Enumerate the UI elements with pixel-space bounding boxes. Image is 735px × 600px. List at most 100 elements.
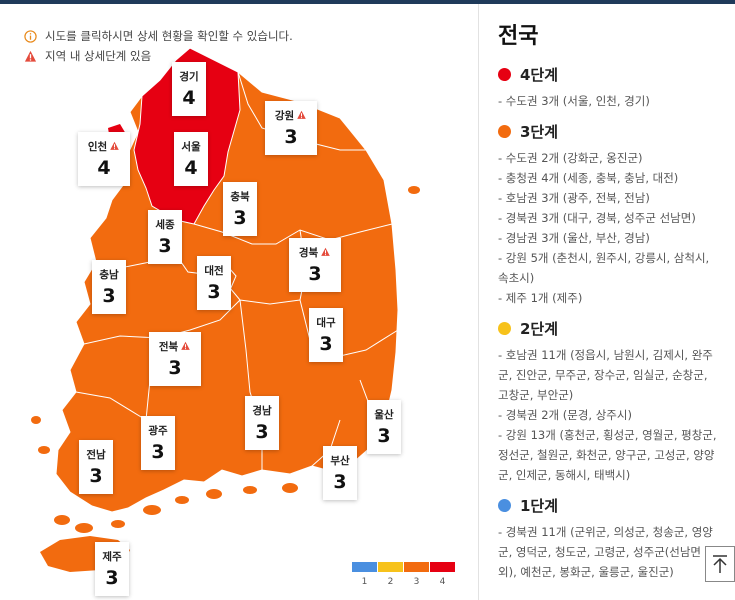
- level-3-dot: [498, 125, 511, 138]
- legend-label: 3: [413, 577, 420, 587]
- region-ulsan[interactable]: 울산 3: [367, 400, 401, 454]
- list-item: - 경남권 3개 (울산, 부산, 경남): [498, 231, 650, 245]
- region-name: 충남: [99, 269, 119, 281]
- region-jeonbuk[interactable]: 전북 3: [149, 332, 201, 386]
- legend-label: 2: [387, 577, 394, 587]
- region-level: 3: [158, 235, 172, 257]
- region-daejeon[interactable]: 대전 3: [197, 256, 231, 310]
- region-level: 3: [207, 281, 221, 303]
- region-gyeongbuk[interactable]: 경북 3: [289, 238, 341, 292]
- region-level: 3: [319, 333, 333, 355]
- summary-panel: 전국 4단계 - 수도권 3개 (서울, 인천, 경기) 3단계 - 수도권 2…: [498, 18, 718, 592]
- region-level: 4: [184, 157, 198, 179]
- region-chungnam[interactable]: 충남 3: [92, 260, 126, 314]
- region-level: 3: [151, 441, 165, 463]
- region-name: 부산: [330, 455, 350, 467]
- level-3-list: - 수도권 2개 (강화군, 옹진군) - 충청권 4개 (세종, 충북, 충남…: [498, 148, 718, 308]
- info-icon: [24, 29, 37, 43]
- top-bar: [0, 0, 735, 4]
- level-legend: 1 2 3 4: [352, 562, 456, 587]
- region-seoul[interactable]: 서울 4: [174, 132, 208, 186]
- region-name: 전북: [158, 341, 179, 353]
- region-gangwon[interactable]: 강원 3: [265, 101, 317, 155]
- list-item: - 제주 1개 (제주): [498, 291, 583, 305]
- region-name: 인천: [87, 141, 108, 153]
- warning-icon: [110, 141, 119, 150]
- region-level: 4: [97, 157, 111, 179]
- level-2-dot: [498, 322, 511, 335]
- panel-title: 전국: [498, 24, 539, 49]
- region-gyeonggi[interactable]: 경기 4: [172, 62, 206, 116]
- region-sejong[interactable]: 세종 3: [148, 210, 182, 264]
- region-level: 3: [308, 263, 322, 285]
- level-3-heading: 3단계: [498, 121, 718, 142]
- legend-swatch: [430, 562, 455, 572]
- map-area: 시도를 클릭하시면 상세 현황을 확인할 수 있습니다. 지역 내 상세단계 있…: [0, 4, 478, 600]
- region-name: 충북: [230, 191, 250, 203]
- legend-item: 3: [404, 562, 429, 587]
- level-4-heading: 4단계: [498, 64, 718, 85]
- click-hint: 시도를 클릭하시면 상세 현황을 확인할 수 있습니다.: [24, 28, 293, 44]
- region-name: 강원: [274, 110, 295, 122]
- korea-map: [31, 47, 420, 572]
- level-label: 4단계: [520, 66, 559, 84]
- region-jeonnam[interactable]: 전남 3: [79, 440, 113, 494]
- region-name: 광주: [148, 425, 168, 437]
- level-label: 3단계: [520, 123, 559, 141]
- list-item: - 충청권 4개 (세종, 충북, 충남, 대전): [498, 171, 679, 185]
- region-jeju[interactable]: 제주 3: [95, 542, 129, 596]
- click-hint-text: 시도를 클릭하시면 상세 현황을 확인할 수 있습니다.: [45, 29, 293, 43]
- legend-label: 4: [439, 577, 446, 587]
- region-level: 3: [255, 421, 269, 443]
- region-level: 3: [233, 207, 247, 229]
- region-gyeongnam[interactable]: 경남 3: [245, 396, 279, 450]
- list-item: - 경북권 11개 (군위군, 의성군, 청송군, 영양군, 영덕군, 청도군,…: [498, 525, 716, 579]
- warning-icon: [297, 110, 306, 119]
- region-name: 전남: [86, 449, 106, 461]
- level-4-list: - 수도권 3개 (서울, 인천, 경기): [498, 91, 718, 111]
- list-item: - 호남권 3개 (광주, 전북, 전남): [498, 191, 650, 205]
- arrow-up-icon: [713, 555, 727, 573]
- level-2-list: - 호남권 11개 (정읍시, 남원시, 김제시, 완주군, 진안군, 무주군,…: [498, 345, 718, 485]
- panel-divider: [478, 4, 479, 600]
- legend-item: 2: [378, 562, 403, 587]
- region-name: 세종: [155, 219, 175, 231]
- scroll-top-button[interactable]: [705, 546, 735, 582]
- list-item: - 수도권 2개 (강화군, 옹진군): [498, 151, 643, 165]
- region-name: 제주: [102, 551, 122, 563]
- region-name: 대전: [204, 265, 224, 277]
- legend-swatch: [378, 562, 403, 572]
- legend-swatch: [352, 562, 377, 572]
- legend-swatch: [404, 562, 429, 572]
- ulleungdo-island: [408, 186, 420, 194]
- legend-label: 1: [361, 577, 368, 587]
- region-busan[interactable]: 부산 3: [323, 446, 357, 500]
- region-level: 4: [182, 87, 196, 109]
- southern-islands: [31, 416, 298, 533]
- list-item: - 강원 5개 (춘천시, 원주시, 강릉시, 삼척시, 속초시): [498, 251, 710, 285]
- region-name: 서울: [181, 141, 201, 153]
- region-level: 3: [89, 465, 103, 487]
- region-level: 3: [168, 357, 182, 379]
- region-name: 경북: [298, 247, 319, 259]
- list-item: - 경북권 3개 (대구, 경북, 성주군 선남면): [498, 211, 696, 225]
- region-chungbuk[interactable]: 충북 3: [223, 182, 257, 236]
- region-gwangju[interactable]: 광주 3: [141, 416, 175, 470]
- level-1-heading: 1단계: [498, 495, 718, 516]
- region-incheon[interactable]: 인천 4: [78, 132, 130, 186]
- level-4-dot: [498, 68, 511, 81]
- legend-item: 1: [352, 562, 377, 587]
- warning-icon: [321, 247, 330, 256]
- level-1-list: - 경북권 11개 (군위군, 의성군, 청송군, 영양군, 영덕군, 청도군,…: [498, 522, 718, 582]
- region-name: 대구: [316, 317, 336, 329]
- level-label: 2단계: [520, 320, 559, 338]
- warning-hint-text: 지역 내 상세단계 있음: [45, 49, 152, 63]
- region-level: 3: [284, 126, 298, 148]
- list-item: - 강원 13개 (홍천군, 횡성군, 영월군, 평창군, 정선군, 철원군, …: [498, 428, 717, 482]
- warning-icon: [24, 50, 37, 62]
- region-level: 3: [333, 471, 347, 493]
- warning-icon: [181, 341, 190, 350]
- warning-hint: 지역 내 상세단계 있음: [24, 48, 151, 64]
- region-level: 3: [377, 425, 391, 447]
- region-daegu[interactable]: 대구 3: [309, 308, 343, 362]
